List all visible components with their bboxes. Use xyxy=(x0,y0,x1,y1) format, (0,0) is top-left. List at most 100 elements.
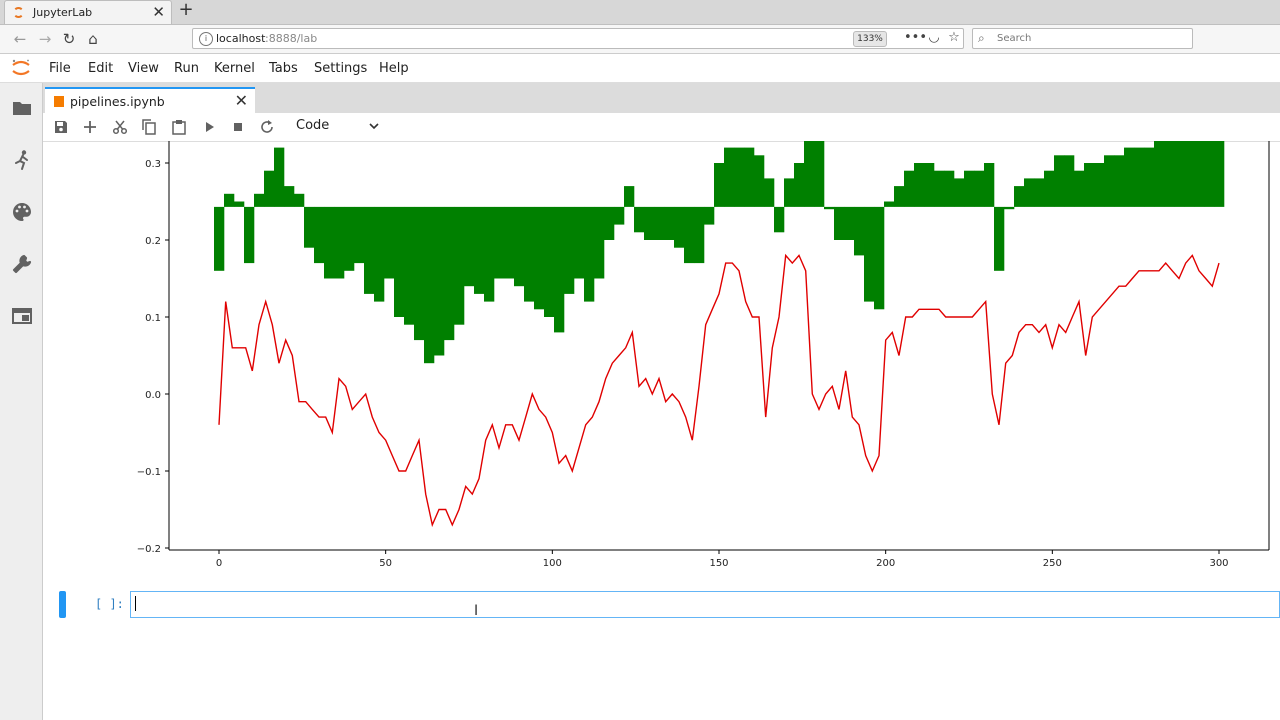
chevron-down-icon[interactable] xyxy=(368,117,380,135)
green-bar xyxy=(444,206,455,341)
green-bar xyxy=(774,206,785,233)
green-bar xyxy=(794,163,805,207)
green-bar xyxy=(564,206,575,294)
y-tick-label: 0.1 xyxy=(145,313,161,324)
url-port: :8888/lab xyxy=(265,32,318,45)
green-bar xyxy=(254,193,265,207)
browser-tab-jupyterlab[interactable]: JupyterLab ✕ xyxy=(4,0,172,24)
green-bar xyxy=(874,206,885,310)
menu-settings[interactable]: Settings xyxy=(314,61,368,76)
menu-edit[interactable]: Edit xyxy=(88,61,114,76)
cell-type-select[interactable]: Code xyxy=(296,118,330,133)
green-bar xyxy=(504,206,515,279)
page-actions-icon[interactable]: ••• xyxy=(904,30,928,45)
green-bar xyxy=(224,193,235,207)
green-bar xyxy=(934,170,945,207)
green-bar xyxy=(434,206,445,356)
info-icon[interactable]: i xyxy=(199,32,213,46)
menu-tabs[interactable]: Tabs xyxy=(269,61,298,76)
running-icon[interactable] xyxy=(11,149,33,171)
zoom-level[interactable]: 133% xyxy=(853,31,887,47)
wrench-icon[interactable] xyxy=(11,253,33,275)
save-icon[interactable] xyxy=(52,118,70,136)
close-notebook-icon[interactable]: ✕ xyxy=(234,91,248,110)
y-tick-label: 0.2 xyxy=(145,236,161,247)
green-bar xyxy=(834,206,845,240)
green-bar xyxy=(524,206,535,302)
green-bar xyxy=(1134,147,1145,207)
green-bar xyxy=(274,147,285,207)
green-bar xyxy=(814,141,825,207)
folder-icon[interactable] xyxy=(11,97,33,119)
code-cell-input[interactable] xyxy=(130,591,1280,618)
green-bar xyxy=(1194,141,1205,207)
green-bar xyxy=(684,206,695,264)
green-bar xyxy=(734,147,745,207)
run-icon[interactable] xyxy=(200,118,218,136)
green-bar xyxy=(374,206,385,302)
back-arrow-icon[interactable]: ← xyxy=(13,30,27,48)
forward-arrow-icon[interactable]: → xyxy=(38,30,52,48)
x-tick-label: 0 xyxy=(216,558,222,569)
cut-icon[interactable] xyxy=(111,118,129,136)
close-tab-icon[interactable]: ✕ xyxy=(152,3,165,21)
copy-icon[interactable] xyxy=(140,118,158,136)
new-tab-button[interactable]: + xyxy=(178,0,194,20)
green-bar xyxy=(744,147,755,207)
add-cell-icon[interactable] xyxy=(81,118,99,136)
home-icon[interactable]: ⌂ xyxy=(88,30,98,48)
menu-view[interactable]: View xyxy=(128,61,159,76)
url-bar[interactable]: i localhost :8888/lab 133% ••• ◡ ☆ xyxy=(192,28,964,49)
green-bar xyxy=(1164,141,1175,207)
green-bar xyxy=(534,206,545,310)
green-bar xyxy=(674,206,685,248)
document-tab-bar: pipelines.ipynb ✕ xyxy=(43,83,1280,114)
pocket-icon[interactable]: ◡ xyxy=(928,30,940,45)
search-box[interactable]: ⌕ Search xyxy=(972,28,1193,49)
green-bar xyxy=(914,163,925,207)
palette-icon[interactable] xyxy=(11,201,33,223)
green-bar xyxy=(1174,141,1185,207)
cell-prompt: [ ]: xyxy=(95,597,124,611)
reload-icon[interactable]: ↻ xyxy=(62,30,76,48)
green-bar xyxy=(984,163,995,207)
green-bar xyxy=(484,206,495,302)
browser-nav-bar: ← → ↻ ⌂ i localhost :8888/lab 133% ••• ◡… xyxy=(0,25,1280,54)
green-bar xyxy=(384,206,395,279)
left-sidebar xyxy=(0,83,43,720)
notebook-tab[interactable]: pipelines.ipynb ✕ xyxy=(45,87,255,114)
jupyter-logo-icon xyxy=(12,59,30,76)
chart-axes: −0.2 −0.1 0.0 0.1 0.2 0.3 0 50 100 150 200 250 300 xyxy=(137,141,1270,569)
green-bar xyxy=(1064,155,1075,207)
green-bar xyxy=(574,206,585,279)
menu-kernel[interactable]: Kernel xyxy=(214,61,255,76)
bookmark-star-icon[interactable]: ☆ xyxy=(948,30,960,45)
green-bar xyxy=(804,141,815,207)
x-tick-label: 250 xyxy=(1043,558,1062,569)
restart-icon[interactable] xyxy=(258,118,276,136)
green-bar xyxy=(1154,141,1165,207)
stop-icon[interactable] xyxy=(229,118,247,136)
green-bar-series xyxy=(214,141,1225,364)
jupyter-favicon-icon xyxy=(13,7,24,18)
green-bar xyxy=(1084,163,1095,207)
menu-run[interactable]: Run xyxy=(174,61,199,76)
green-bar xyxy=(754,155,765,207)
notebook-tab-name: pipelines.ipynb xyxy=(70,94,165,109)
green-bar xyxy=(474,206,485,294)
green-bar xyxy=(994,206,1005,271)
paste-icon[interactable] xyxy=(170,118,188,136)
menu-file[interactable]: File xyxy=(49,61,71,76)
green-bar xyxy=(584,206,595,302)
tabs-icon[interactable] xyxy=(11,305,33,327)
search-icon: ⌕ xyxy=(978,31,985,45)
y-tick-label: 0.0 xyxy=(145,390,161,401)
green-bar xyxy=(954,178,965,207)
green-bar xyxy=(624,186,635,207)
green-bar xyxy=(764,178,775,207)
green-bar xyxy=(544,206,555,317)
menu-help[interactable]: Help xyxy=(379,61,409,76)
green-bar xyxy=(1104,155,1115,207)
green-bar xyxy=(854,206,865,256)
green-bar xyxy=(604,206,615,240)
